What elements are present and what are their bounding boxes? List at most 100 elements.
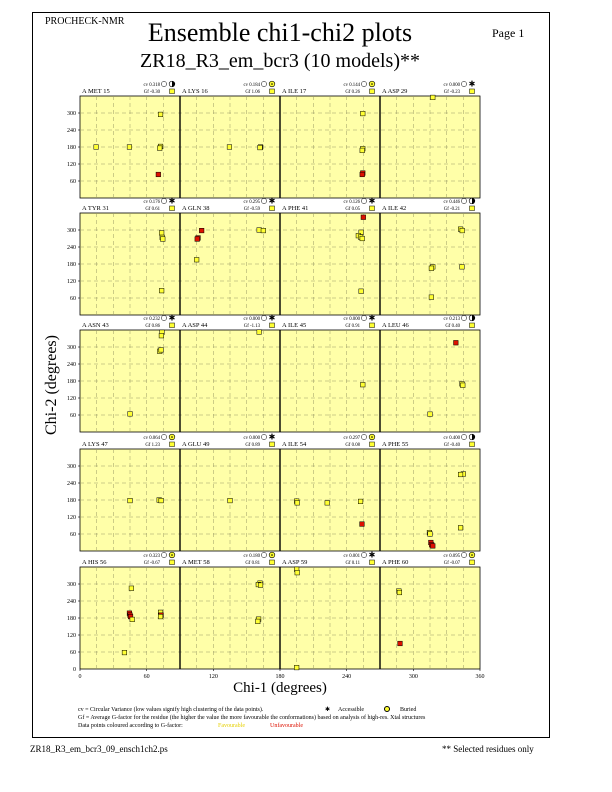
gf-value: Gf 0.11 bbox=[346, 561, 361, 566]
cv-indicator-icon bbox=[361, 315, 367, 321]
gf-colour-box bbox=[369, 322, 375, 328]
legend-buried: Buried bbox=[400, 707, 417, 713]
residue-label: A ILE 45 bbox=[282, 322, 306, 329]
legend-accessible: Accessible bbox=[338, 707, 364, 713]
gf-colour-box bbox=[369, 205, 375, 211]
gf-colour-box bbox=[269, 205, 275, 211]
gf-value: Gf 0.89 bbox=[245, 443, 260, 448]
cv-value: cv 0.095 bbox=[443, 554, 460, 559]
accessible-icon: ✱ bbox=[369, 551, 376, 560]
y-tick-label: 180 bbox=[67, 262, 76, 268]
panel-a-lys-47: A LYS 47 cv 0.064 Gf 1.23 bbox=[82, 433, 176, 504]
accessible-icon: ✱ bbox=[269, 314, 276, 323]
panel-a-asp-44: A ASP 44 cv 0.000 Gf -1.13 ✱ bbox=[182, 314, 276, 335]
gf-value: Gf -0.30 bbox=[144, 90, 161, 95]
cv-value: cv 0.180 bbox=[243, 554, 260, 559]
gf-colour-box bbox=[269, 88, 275, 94]
gf-value: Gf 1.06 bbox=[245, 90, 260, 95]
panel-a-ile-54: A ILE 54 cv 0.297 Gf 0.08 bbox=[282, 433, 376, 527]
gf-value: Gf -0.67 bbox=[144, 561, 161, 566]
y-tick-label: 240 bbox=[67, 481, 76, 487]
panel-a-asp-59: A ASP 59 cv 0.001 Gf 0.11 ✱ bbox=[282, 551, 376, 671]
data-point bbox=[256, 227, 262, 233]
y-tick-label: 60 bbox=[70, 413, 76, 419]
residue-label: A ILE 54 bbox=[282, 441, 307, 448]
panel-a-asn-43: A ASN 43 cv 0.232 Gf 0.86 ✱ bbox=[82, 314, 176, 417]
legend-unfavourable: Unfavourable bbox=[270, 723, 303, 729]
data-point bbox=[453, 340, 459, 346]
residue-label: A PHE 60 bbox=[382, 559, 408, 566]
data-point bbox=[458, 471, 464, 478]
panel-a-leu-46: A LEU 46 cv 0.213 Gf 0.40 bbox=[382, 314, 476, 417]
data-point bbox=[459, 228, 465, 234]
cv-indicator-icon bbox=[461, 315, 467, 321]
cv-value: cv 0.318 bbox=[143, 83, 160, 88]
gf-colour-box bbox=[169, 322, 175, 328]
gf-value: Gf 0.05 bbox=[345, 207, 360, 212]
data-point bbox=[194, 257, 200, 263]
panel-a-asp-29: A ASP 29 cv 0.000 Gf -0.23 ✱ bbox=[382, 80, 476, 100]
x-tick-label: 120 bbox=[209, 674, 218, 680]
cv-indicator-icon bbox=[461, 434, 467, 440]
cv-indicator-icon bbox=[161, 434, 167, 440]
data-point bbox=[360, 214, 366, 220]
residue-label: A ILE 17 bbox=[282, 88, 307, 95]
y-tick-label: 120 bbox=[67, 515, 76, 521]
accessible-icon: ✱ bbox=[269, 433, 276, 442]
legend-gf-definition: Gf = Average G-factor for the residue (t… bbox=[78, 715, 426, 721]
y-tick-label: 240 bbox=[67, 599, 76, 605]
half-fill bbox=[472, 315, 475, 321]
page-number: Page 1 bbox=[492, 26, 525, 40]
residue-label: A ASN 43 bbox=[82, 322, 109, 329]
data-point bbox=[460, 382, 466, 388]
cv-indicator-icon bbox=[461, 198, 467, 204]
plot-row-4: 60 120 180 240 300 A LYS 47 cv 0.064 Gf 1.23 A G… bbox=[67, 433, 481, 552]
data-point bbox=[157, 145, 163, 151]
data-point bbox=[160, 236, 166, 242]
x-tick-label: 360 bbox=[476, 674, 485, 680]
cv-indicator-icon bbox=[261, 552, 267, 558]
data-point bbox=[397, 640, 403, 647]
cv-indicator-icon bbox=[361, 552, 367, 558]
data-point bbox=[159, 288, 165, 294]
x-tick-label: 0 bbox=[79, 674, 82, 680]
y-tick-label: 240 bbox=[67, 128, 76, 134]
cv-indicator-icon bbox=[361, 434, 367, 440]
data-point bbox=[294, 665, 300, 671]
gf-colour-box bbox=[169, 205, 175, 211]
data-point bbox=[128, 585, 134, 591]
legend-colour-note: Data points coloured according to G-fact… bbox=[78, 723, 183, 729]
data-point bbox=[257, 145, 263, 151]
data-point bbox=[359, 171, 365, 178]
gf-value: Gf 1.23 bbox=[145, 443, 160, 448]
data-point bbox=[158, 347, 164, 353]
gf-value: Gf -0.07 bbox=[444, 561, 461, 566]
gf-colour-box bbox=[469, 205, 475, 211]
data-point bbox=[359, 235, 365, 242]
cv-indicator-icon bbox=[261, 81, 267, 87]
y-axis-label: Chi-2 (degrees) bbox=[43, 335, 60, 435]
gf-colour-box bbox=[169, 88, 175, 94]
data-point bbox=[359, 521, 365, 527]
panel-a-ile-45: A ILE 45 cv 0.000 Gf 0.91 ✱ bbox=[282, 314, 376, 388]
accessible-icon: ✱ bbox=[325, 707, 331, 713]
cv-value: cv 0.144 bbox=[343, 83, 360, 88]
residue-label: A PHE 41 bbox=[282, 205, 308, 212]
data-point bbox=[93, 144, 99, 150]
data-point bbox=[129, 616, 135, 622]
gf-value: Gf -0.40 bbox=[444, 443, 461, 448]
gf-colour-box bbox=[169, 441, 175, 447]
y-tick-label: 120 bbox=[67, 279, 76, 285]
page-frame bbox=[32, 12, 550, 738]
cv-value: cv 0.176 bbox=[143, 200, 160, 205]
x-tick-label: 240 bbox=[342, 674, 351, 680]
footer-filename: ZR18_R3_em_bcr3_09_ensch1ch2.ps bbox=[30, 744, 168, 754]
data-point bbox=[360, 111, 366, 117]
cv-indicator-icon bbox=[261, 434, 267, 440]
residue-label: A PHE 55 bbox=[382, 441, 408, 448]
